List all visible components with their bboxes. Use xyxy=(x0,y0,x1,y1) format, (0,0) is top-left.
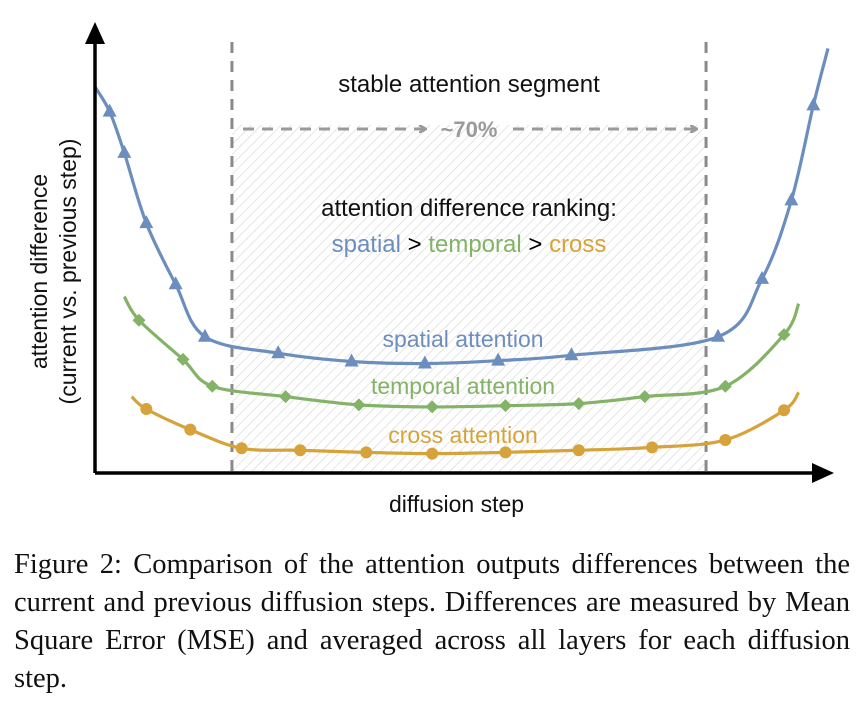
cross-attention-point-7 xyxy=(572,444,585,457)
ranking-item-0: spatial xyxy=(332,231,401,258)
ranking-title: attention difference ranking: xyxy=(321,195,617,222)
temporal-attention-point-10 xyxy=(777,328,791,342)
cross-attention-point-10 xyxy=(778,404,791,417)
x-axis-arrowhead xyxy=(812,463,834,483)
spatial-attention-label: spatial attention xyxy=(382,326,543,352)
y-axis-arrowhead xyxy=(85,22,105,44)
temporal-attention-point-2 xyxy=(205,379,219,393)
ranking-item-4: cross xyxy=(549,231,606,258)
x-axis-label: diffusion step xyxy=(389,491,524,517)
temporal-attention-point-1 xyxy=(176,352,190,366)
temporal-attention-point-4 xyxy=(352,398,366,412)
spatial-attention-point-3 xyxy=(168,276,183,290)
cross-attention-point-1 xyxy=(184,423,197,436)
temporal-attention-point-3 xyxy=(279,390,293,404)
cross-attention-label: cross attention xyxy=(388,422,538,448)
cross-attention-point-3 xyxy=(294,444,307,457)
spatial-attention-point-4 xyxy=(197,328,212,342)
spatial-attention-point-7 xyxy=(417,355,432,369)
cross-attention-point-6 xyxy=(499,446,512,459)
spatial-attention-point-1 xyxy=(117,144,132,158)
figure-chart: ~70% stable attention segment attention … xyxy=(26,22,834,517)
temporal-attention-point-9 xyxy=(718,379,732,393)
ranking-item-1: > xyxy=(401,231,428,258)
temporal-attention-point-7 xyxy=(572,397,586,411)
ranking-item-2: temporal xyxy=(428,231,521,258)
spatial-attention-point-5 xyxy=(271,345,286,359)
ranking-order: spatial > temporal > cross xyxy=(332,231,607,258)
spatial-attention-point-12 xyxy=(784,192,799,206)
series-layer: spatial attention temporal attention cross… xyxy=(93,48,830,460)
cross-attention-point-9 xyxy=(719,433,732,446)
figure-caption: Figure 2: Comparison of the attention ou… xyxy=(14,549,850,694)
spatial-attention-point-10 xyxy=(711,328,726,342)
spatial-attention-point-2 xyxy=(139,215,154,229)
temporal-attention-label: temporal attention xyxy=(371,373,555,399)
spatial-attention-point-6 xyxy=(344,353,359,367)
temporal-attention-point-5 xyxy=(425,400,439,414)
y-axis-label-line1: attention difference xyxy=(26,174,52,369)
ranking-item-3: > xyxy=(522,231,549,258)
spatial-attention-point-8 xyxy=(491,352,506,366)
stable-segment-label: stable attention segment xyxy=(338,71,600,98)
spatial-attention-point-9 xyxy=(564,347,579,361)
spatial-attention-point-13 xyxy=(806,97,821,111)
cross-attention-point-4 xyxy=(360,446,373,459)
cross-attention-point-5 xyxy=(426,447,439,460)
temporal-attention-point-0 xyxy=(132,313,146,327)
cross-attention-point-8 xyxy=(646,441,659,454)
temporal-attention-point-8 xyxy=(638,390,652,404)
spatial-attention-point-0 xyxy=(102,103,117,117)
spatial-attention-point-11 xyxy=(755,270,770,284)
span-percent-label: ~70% xyxy=(441,117,498,142)
cross-attention-point-0 xyxy=(140,402,153,415)
cross-attention-point-2 xyxy=(235,442,248,455)
stable-segment-region xyxy=(231,125,707,473)
y-axis-label-line2: (current vs. previous step) xyxy=(55,139,81,405)
temporal-attention-point-6 xyxy=(498,399,512,413)
